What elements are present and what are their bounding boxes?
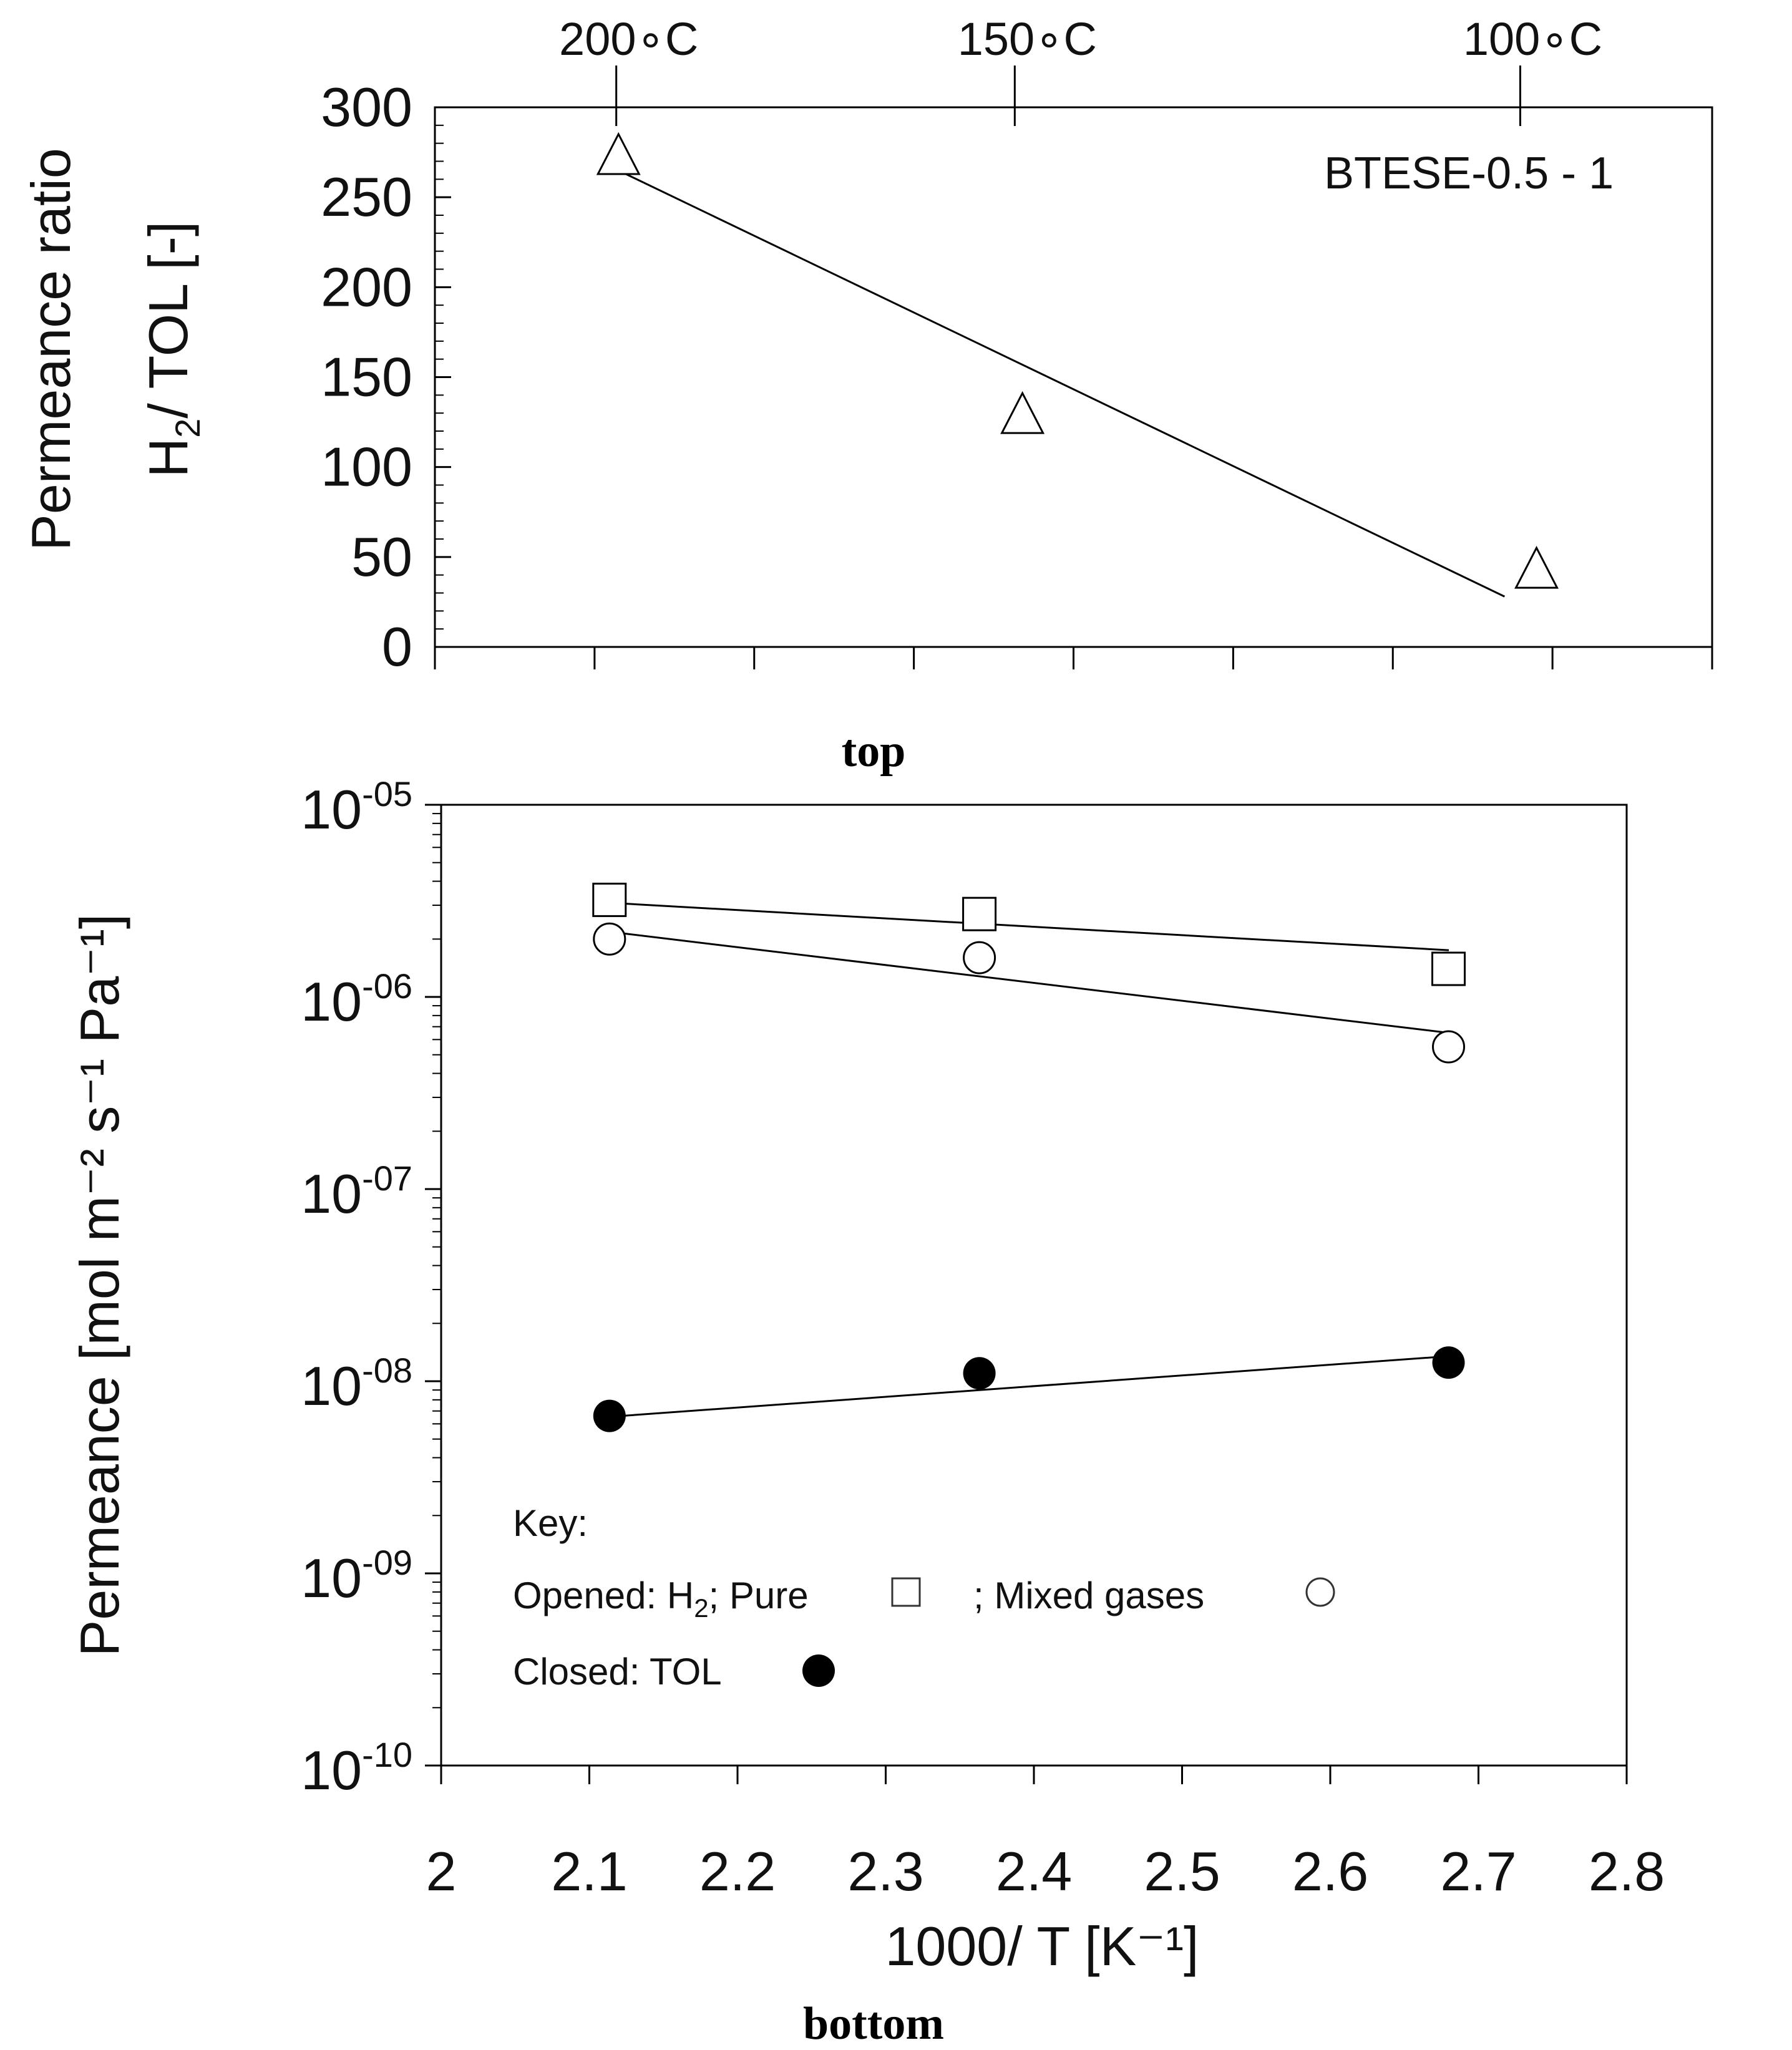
bottom-x-tick-label: 2.6 <box>1292 1840 1368 1902</box>
top-triangle-point <box>596 132 641 175</box>
bottom-fit-line <box>604 1355 1449 1419</box>
top-x-axis <box>434 647 1713 669</box>
top-y-label-line1: Permeance ratio <box>20 148 82 551</box>
legend: Key: Opened: H2; Pure ; Mixed gases Clos… <box>513 1502 1335 1693</box>
legend-filled-circle <box>802 1654 835 1687</box>
bottom-fit-line <box>604 901 1449 951</box>
top-y-tick-label: 100 <box>321 436 412 498</box>
bottom-y-axis: 10-05 10-06 10-07 10-08 10-09 10-10 <box>301 774 441 1801</box>
top-y-tick-label: 0 <box>382 616 412 678</box>
top-y-label-line2: H2/ TOL [-] <box>137 221 207 478</box>
top-temperature-axis: 200∘C 150∘C 100∘C <box>559 13 1602 126</box>
top-y-tick-label: 200 <box>321 256 412 318</box>
top-annotation: BTESE-0.5 - 1 <box>1324 148 1614 198</box>
bottom-data-marks <box>592 882 1466 1432</box>
bottom-x-tick-label: 2.8 <box>1589 1840 1665 1902</box>
legend-row-closed: Closed: TOL <box>513 1651 722 1693</box>
bottom-x-tick-label: 2.2 <box>699 1840 776 1902</box>
bottom-filled-circle-point <box>1432 1346 1465 1379</box>
bottom-x-tick-label: 2.4 <box>996 1840 1072 1902</box>
bottom-x-tick-label: 2.5 <box>1144 1840 1220 1902</box>
top-y-tick-label: 300 <box>321 76 412 138</box>
bottom-y-tick-label: 10-10 <box>301 1735 412 1801</box>
bottom-open-circle-point <box>593 922 626 956</box>
bottom-open-circle-point <box>1432 1030 1466 1064</box>
bottom-y-tick-label: 10-05 <box>301 774 412 840</box>
top-data-marks <box>596 132 1559 598</box>
top-y-label-2: H2/ TOL [-] <box>137 221 207 478</box>
bottom-filled-circle-point <box>963 1357 996 1390</box>
bottom-x-tick-label: 2.7 <box>1440 1840 1516 1902</box>
bottom-y-tick-label: 10-07 <box>301 1159 412 1225</box>
bottom-square-point <box>592 882 627 917</box>
top-y-tick-label: 250 <box>321 166 412 228</box>
bottom-y-tick-label: 10-06 <box>301 966 412 1032</box>
bottom-y-tick-label: 10-08 <box>301 1351 412 1417</box>
top-y-axis: 0 50 100 150 200 250 300 <box>321 76 451 678</box>
top-temp-tick-label: 200∘C <box>559 13 698 65</box>
bottom-x-label: 1000/ T [K⁻¹] <box>885 1915 1199 1977</box>
top-y-label: Permeance ratio <box>20 148 82 551</box>
bottom-square-point <box>1431 951 1466 986</box>
legend-mixed-label: ; Mixed gases <box>973 1575 1204 1616</box>
top-triangle-point <box>1514 545 1559 589</box>
bottom-x-tick-label: 2 <box>426 1840 457 1902</box>
top-triangle-point <box>1000 391 1045 434</box>
legend-row-opened: Opened: H2; Pure <box>513 1575 809 1623</box>
bottom-fit-line <box>604 930 1449 1034</box>
bottom-x-tick-label: 2.3 <box>847 1840 923 1902</box>
legend-open-square <box>891 1577 921 1607</box>
top-panel-label: top <box>842 726 906 777</box>
top-y-tick-label: 150 <box>321 346 412 408</box>
legend-title: Key: <box>513 1502 588 1544</box>
bottom-x-tick-label: 2.1 <box>551 1840 627 1902</box>
bottom-panel-label: bottom <box>803 1998 944 2049</box>
top-temp-tick-label: 100∘C <box>1463 13 1602 65</box>
top-y-tick-label: 50 <box>351 526 412 588</box>
top-chart: 0 50 100 150 200 250 300 200∘C 150∘C 100∘C BTESE… <box>20 13 1713 777</box>
bottom-x-axis: 2 2.1 2.2 2.3 2.4 2.5 2.6 2.7 2.8 <box>426 1766 1665 1902</box>
bottom-y-tick-label: 10-09 <box>301 1543 412 1609</box>
bottom-filled-circle-point <box>593 1399 626 1432</box>
bottom-y-label-text: Permeance [mol m⁻² s⁻¹ Pa⁻¹] <box>69 914 130 1657</box>
bottom-chart: 10-05 10-06 10-07 10-08 10-09 10-10 2 2.1 2.2 2.… <box>69 774 1665 2049</box>
bottom-y-label: Permeance [mol m⁻² s⁻¹ Pa⁻¹] <box>69 914 130 1657</box>
legend-open-circle <box>1305 1577 1335 1607</box>
bottom-square-point <box>962 896 997 931</box>
top-temp-tick-label: 150∘C <box>958 13 1097 65</box>
top-fit-line <box>610 165 1506 598</box>
bottom-open-circle-point <box>963 941 996 974</box>
